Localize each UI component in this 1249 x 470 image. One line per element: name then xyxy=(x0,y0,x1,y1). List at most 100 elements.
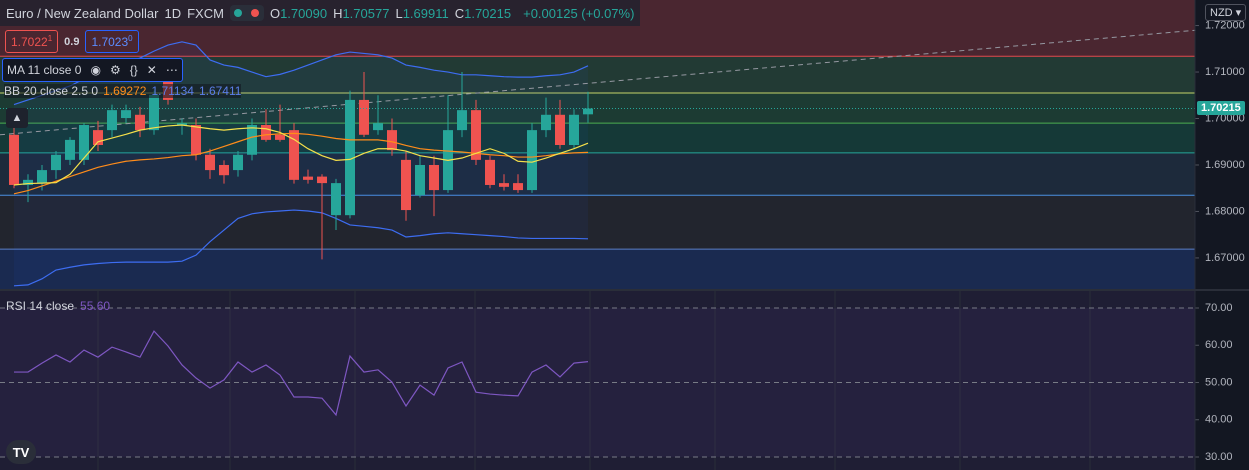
rsi-legend: RSI 14 close 55.60 xyxy=(6,299,110,313)
y-tick-label: 60.00 xyxy=(1205,339,1233,351)
ohlc-key: H xyxy=(333,5,343,21)
candle-body xyxy=(331,183,341,216)
rsi-name: RSI 14 close xyxy=(6,299,75,313)
candle-body xyxy=(121,110,131,119)
candle-body xyxy=(317,176,327,184)
candle-body xyxy=(457,110,467,131)
ohlc-key: C xyxy=(454,5,465,21)
ma-name: MA 11 close 0 xyxy=(7,63,82,77)
candle-body xyxy=(219,164,229,176)
ohlc-value: 1.70577 xyxy=(342,5,390,21)
candle-body xyxy=(191,125,201,155)
change: +0.00125 (+0.07%) xyxy=(523,5,635,21)
more-icon[interactable]: ⋯ xyxy=(165,63,178,77)
source: FXCM xyxy=(187,5,224,21)
y-tick-label: 1.68000 xyxy=(1205,205,1245,217)
y-tick-label: 1.67000 xyxy=(1205,252,1245,264)
logo[interactable]: TV xyxy=(6,440,36,464)
candle-body xyxy=(135,114,145,131)
candle-body xyxy=(51,154,61,171)
ohlc-legend: O1.70090 H1.70577 L1.69911 C1.70215 xyxy=(270,6,517,21)
bb-basis-value: 1.69272 xyxy=(103,84,147,98)
candle-body xyxy=(107,110,117,131)
candle-body xyxy=(499,183,509,187)
y-tick-label: 1.70000 xyxy=(1205,112,1245,124)
candle-body xyxy=(359,99,369,135)
bb-basis xyxy=(13,132,589,195)
candle-body xyxy=(303,176,313,180)
candle-body xyxy=(65,139,75,160)
y-tick-label: 1.72000 xyxy=(1205,19,1245,31)
candle-body xyxy=(205,154,215,171)
zone xyxy=(0,152,1195,196)
collapse-button[interactable]: ▲ xyxy=(6,108,28,128)
candle-body xyxy=(569,114,579,145)
candle-body xyxy=(527,130,537,191)
market-status[interactable] xyxy=(229,5,264,21)
candle-body xyxy=(233,154,243,171)
y-tick-label: 70.00 xyxy=(1205,302,1233,314)
trend-line xyxy=(0,29,1196,136)
candle-body xyxy=(583,108,593,115)
sell-button[interactable]: 1.70221 xyxy=(5,30,59,53)
settings-icon[interactable]: ⚙ xyxy=(109,63,121,77)
y-tick-label: 40.00 xyxy=(1205,414,1233,426)
candle-body xyxy=(79,125,89,160)
candle-body xyxy=(177,123,187,126)
trade-buttons: 1.70221 0.9 1.70230 xyxy=(5,30,139,53)
currency-button[interactable]: NZD ▾ xyxy=(1205,4,1247,21)
bid-price: 1.7022 xyxy=(11,35,48,49)
zone xyxy=(0,249,1195,290)
ask-pip: 0 xyxy=(128,34,133,43)
candle-body xyxy=(415,164,425,196)
ask-price: 1.7023 xyxy=(91,35,129,49)
source-icon[interactable]: {} xyxy=(129,63,138,77)
bb-lower xyxy=(13,209,589,287)
candle-body xyxy=(373,123,383,131)
last-price-label: 1.70215 xyxy=(1197,100,1245,115)
candle-body xyxy=(275,134,285,140)
candle-body xyxy=(9,134,19,185)
bb-upper-value: 1.71134 xyxy=(151,84,194,98)
remove-icon[interactable]: ✕ xyxy=(146,63,157,77)
ohlc-key: L xyxy=(395,5,403,21)
rsi-line xyxy=(14,330,589,417)
candle-body xyxy=(485,159,495,185)
rsi-value: 55.60 xyxy=(80,299,111,313)
candle-body xyxy=(345,99,355,216)
ohlc-value: 1.70090 xyxy=(280,5,328,21)
candle-body xyxy=(23,179,33,185)
ohlc-value: 1.70215 xyxy=(464,5,512,21)
y-tick-label: 30.00 xyxy=(1205,451,1233,463)
symbol-title[interactable]: Euro / New Zealand Dollar xyxy=(6,5,159,21)
bb-legend: BB 20 close 2.5 0 1.69272 1.71134 1.6741… xyxy=(4,84,242,98)
buy-button[interactable]: 1.70230 xyxy=(85,30,139,53)
candle-body xyxy=(37,170,47,184)
candle-body xyxy=(93,130,103,145)
candle-body xyxy=(541,114,551,131)
candle-body xyxy=(149,94,159,131)
y-tick-label: 1.71000 xyxy=(1205,66,1245,78)
spread: 0.9 xyxy=(64,35,80,48)
interval[interactable]: 1D xyxy=(164,5,182,21)
currency: NZD xyxy=(1210,7,1233,19)
bb-lower-value: 1.67411 xyxy=(198,84,242,98)
symbol-header: Euro / New Zealand Dollar 1D FXCM O1.700… xyxy=(0,0,641,26)
candle-body xyxy=(401,159,411,211)
candle-body xyxy=(471,110,481,160)
ohlc-key: O xyxy=(269,5,281,21)
eye-icon[interactable]: ◉ xyxy=(90,63,101,77)
candle-body xyxy=(387,130,397,151)
candle-body xyxy=(289,130,299,180)
ma-legend[interactable]: MA 11 close 0 ◉ ⚙ {} ✕ ⋯ xyxy=(2,58,183,82)
zone xyxy=(0,195,1195,250)
bid-pip: 1 xyxy=(47,34,53,43)
candle-body xyxy=(555,114,565,145)
candle-body xyxy=(261,125,271,140)
candle-body xyxy=(429,164,439,191)
y-tick-label: 1.69000 xyxy=(1205,159,1245,171)
ohlc-value: 1.69911 xyxy=(402,5,449,21)
bb-name: BB 20 close 2.5 0 xyxy=(4,84,99,98)
